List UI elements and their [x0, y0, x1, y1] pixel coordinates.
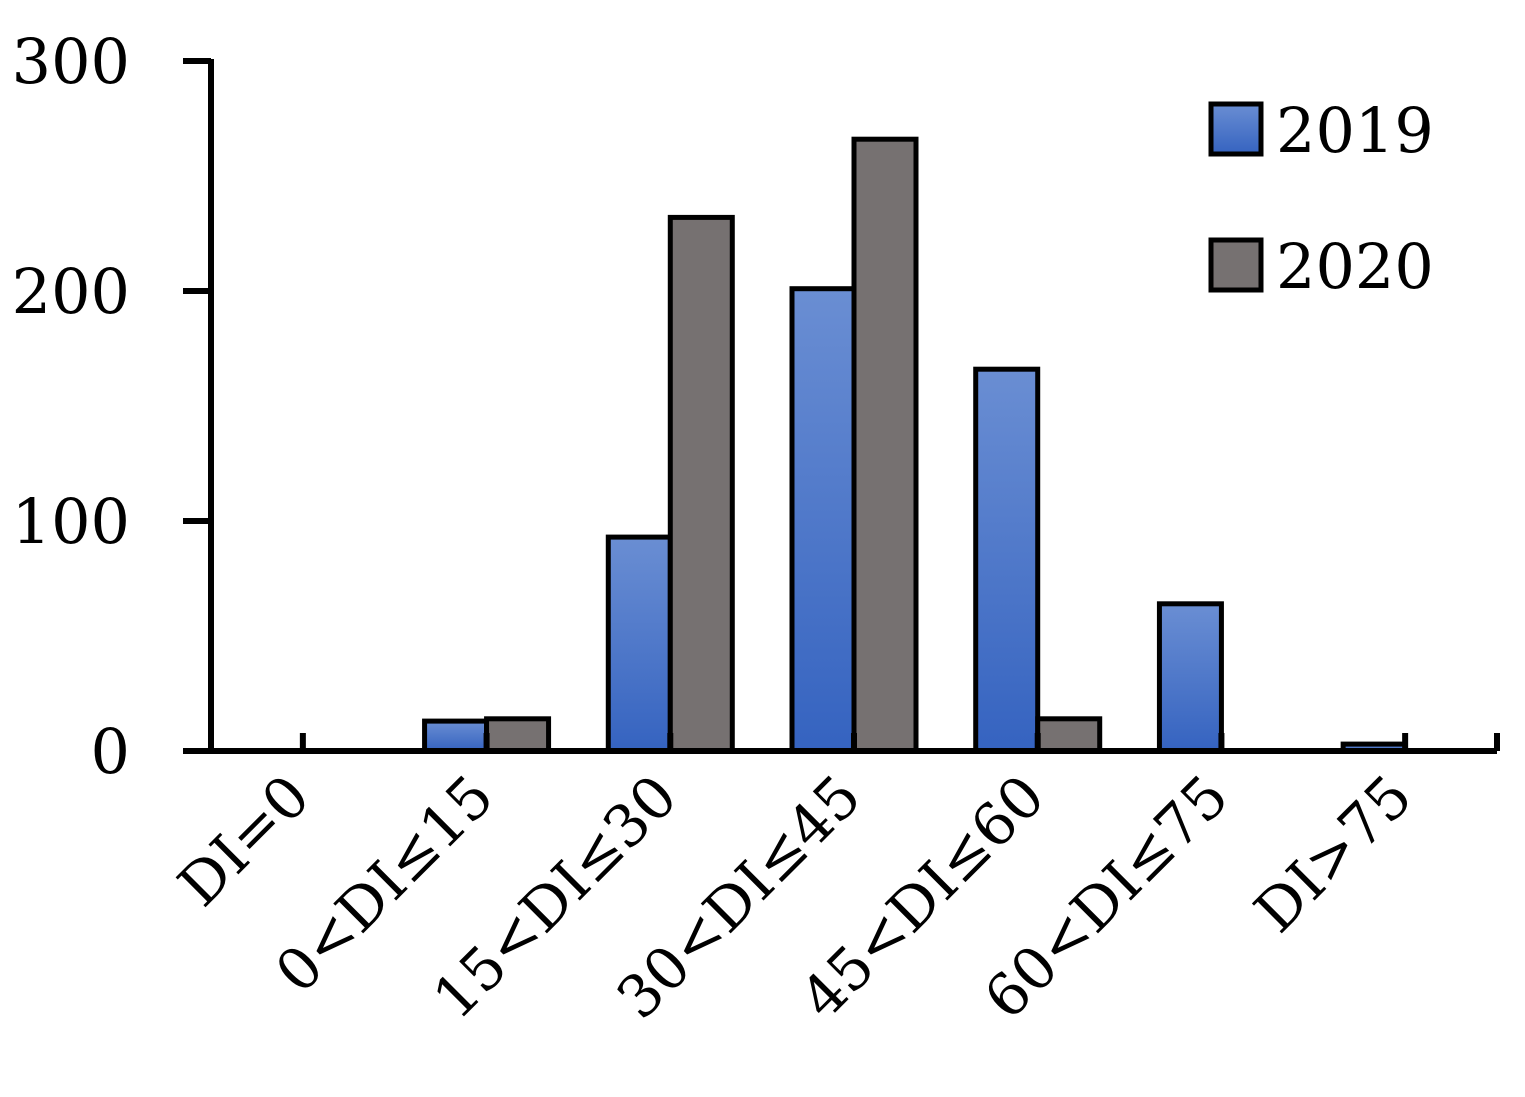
category-label-6: DI>75 [1241, 762, 1425, 946]
legend-swatch-2019 [1208, 101, 1264, 157]
bar-2019-4 [973, 366, 1041, 754]
y-tick-label-200: 200 [12, 255, 130, 328]
bar-2019-1 [422, 718, 490, 754]
bars-layer [422, 136, 1408, 754]
y-tick-label-0: 0 [91, 715, 130, 788]
bar-2019-3 [789, 286, 857, 754]
legend: 2019 2020 [1208, 94, 1434, 303]
bar-2019-5 [1156, 601, 1224, 754]
bar-2020-1 [484, 716, 552, 754]
bar-2020-4 [1035, 716, 1103, 754]
y-tick-labels: 0 100 200 300 [12, 25, 130, 788]
bar-2020-2 [667, 214, 735, 754]
legend-label-2020: 2020 [1276, 230, 1434, 303]
y-tick-label-300: 300 [12, 25, 130, 98]
legend-label-2019: 2019 [1276, 94, 1434, 167]
legend-swatch-2020 [1208, 237, 1264, 293]
category-label-0: DI=0 [165, 762, 323, 920]
bar-2020-3 [851, 136, 919, 754]
bar-2019-2 [605, 534, 673, 754]
y-tick-label-100: 100 [12, 485, 130, 558]
category-labels: DI=00<DI≤1515<DI≤3030<DI≤4545<DI≤6060<DI… [165, 762, 1425, 1032]
axes-layer [183, 58, 1500, 754]
